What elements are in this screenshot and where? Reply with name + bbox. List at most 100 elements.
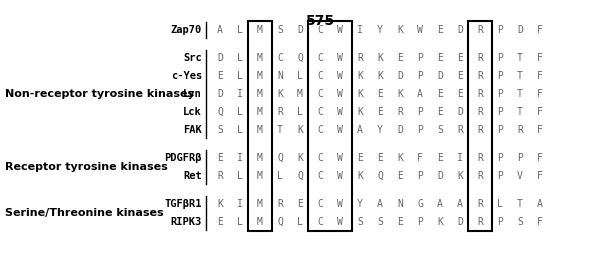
Text: FAK: FAK <box>183 125 202 135</box>
Text: c-Yes: c-Yes <box>171 71 202 81</box>
Text: K: K <box>377 53 383 63</box>
Text: E: E <box>437 107 443 117</box>
Text: K: K <box>217 199 223 209</box>
Text: E: E <box>437 25 443 35</box>
Text: E: E <box>377 107 383 117</box>
Text: S: S <box>357 217 363 227</box>
Text: E: E <box>397 171 403 181</box>
Text: F: F <box>537 107 543 117</box>
Text: P: P <box>517 153 523 163</box>
Text: D: D <box>517 25 523 35</box>
Text: R: R <box>217 171 223 181</box>
Text: P: P <box>497 107 503 117</box>
Text: K: K <box>357 107 363 117</box>
Text: P: P <box>417 107 423 117</box>
Text: P: P <box>497 217 503 227</box>
Text: M: M <box>257 125 263 135</box>
Text: L: L <box>237 217 243 227</box>
Text: A: A <box>217 25 223 35</box>
Text: F: F <box>417 153 423 163</box>
Text: C: C <box>317 53 323 63</box>
Text: C: C <box>277 53 283 63</box>
Text: F: F <box>537 153 543 163</box>
Text: T: T <box>517 107 523 117</box>
Text: K: K <box>397 89 403 99</box>
Text: Ret: Ret <box>183 171 202 181</box>
Text: K: K <box>397 25 403 35</box>
Text: E: E <box>217 71 223 81</box>
Text: E: E <box>437 153 443 163</box>
Text: K: K <box>457 171 463 181</box>
Text: P: P <box>497 153 503 163</box>
Text: D: D <box>457 217 463 227</box>
Text: W: W <box>337 199 343 209</box>
Text: S: S <box>217 125 223 135</box>
Text: P: P <box>497 53 503 63</box>
Text: M: M <box>257 53 263 63</box>
Text: E: E <box>377 153 383 163</box>
Text: K: K <box>397 153 403 163</box>
Text: R: R <box>477 125 483 135</box>
Text: K: K <box>297 153 303 163</box>
Text: L: L <box>237 25 243 35</box>
Text: F: F <box>537 89 543 99</box>
Text: M: M <box>257 199 263 209</box>
Text: Zap70: Zap70 <box>171 25 202 35</box>
Text: Non-receptor tyrosine kinases: Non-receptor tyrosine kinases <box>5 89 194 99</box>
Text: R: R <box>477 217 483 227</box>
Text: C: C <box>317 199 323 209</box>
Text: E: E <box>457 71 463 81</box>
Text: L: L <box>237 107 243 117</box>
Text: E: E <box>457 89 463 99</box>
Text: A: A <box>377 199 383 209</box>
Text: P: P <box>417 53 423 63</box>
Text: D: D <box>437 71 443 81</box>
Text: E: E <box>377 89 383 99</box>
Text: A: A <box>417 89 423 99</box>
Text: L: L <box>237 53 243 63</box>
Text: K: K <box>357 171 363 181</box>
Text: RIPK3: RIPK3 <box>171 217 202 227</box>
Text: E: E <box>217 217 223 227</box>
Text: R: R <box>477 153 483 163</box>
Text: C: C <box>317 171 323 181</box>
Text: W: W <box>337 25 343 35</box>
Text: M: M <box>257 171 263 181</box>
Text: I: I <box>237 153 243 163</box>
Text: A: A <box>537 199 543 209</box>
Text: N: N <box>277 71 283 81</box>
Text: I: I <box>237 89 243 99</box>
Text: P: P <box>497 89 503 99</box>
Text: F: F <box>537 217 543 227</box>
Text: D: D <box>297 25 303 35</box>
Text: I: I <box>457 153 463 163</box>
Text: K: K <box>277 89 283 99</box>
Text: Q: Q <box>217 107 223 117</box>
Text: Serine/Threonine kinases: Serine/Threonine kinases <box>5 208 164 218</box>
Text: T: T <box>517 53 523 63</box>
Text: P: P <box>417 71 423 81</box>
Bar <box>469 21 491 231</box>
Text: Y: Y <box>377 25 383 35</box>
Text: K: K <box>357 89 363 99</box>
Text: P: P <box>497 125 503 135</box>
Text: T: T <box>517 199 523 209</box>
Text: E: E <box>357 153 363 163</box>
Text: Src: Src <box>183 53 202 63</box>
Text: A: A <box>457 199 463 209</box>
Text: D: D <box>457 25 463 35</box>
Text: W: W <box>417 25 423 35</box>
Text: K: K <box>437 217 443 227</box>
Text: D: D <box>217 89 223 99</box>
Text: T: T <box>517 89 523 99</box>
Text: Lyn: Lyn <box>183 89 202 99</box>
Text: T: T <box>277 125 283 135</box>
Text: K: K <box>377 71 383 81</box>
Text: D: D <box>457 107 463 117</box>
Text: F: F <box>537 171 543 181</box>
Text: W: W <box>337 171 343 181</box>
Text: L: L <box>237 125 243 135</box>
Text: V: V <box>517 171 523 181</box>
Text: Q: Q <box>277 217 283 227</box>
Text: C: C <box>317 217 323 227</box>
